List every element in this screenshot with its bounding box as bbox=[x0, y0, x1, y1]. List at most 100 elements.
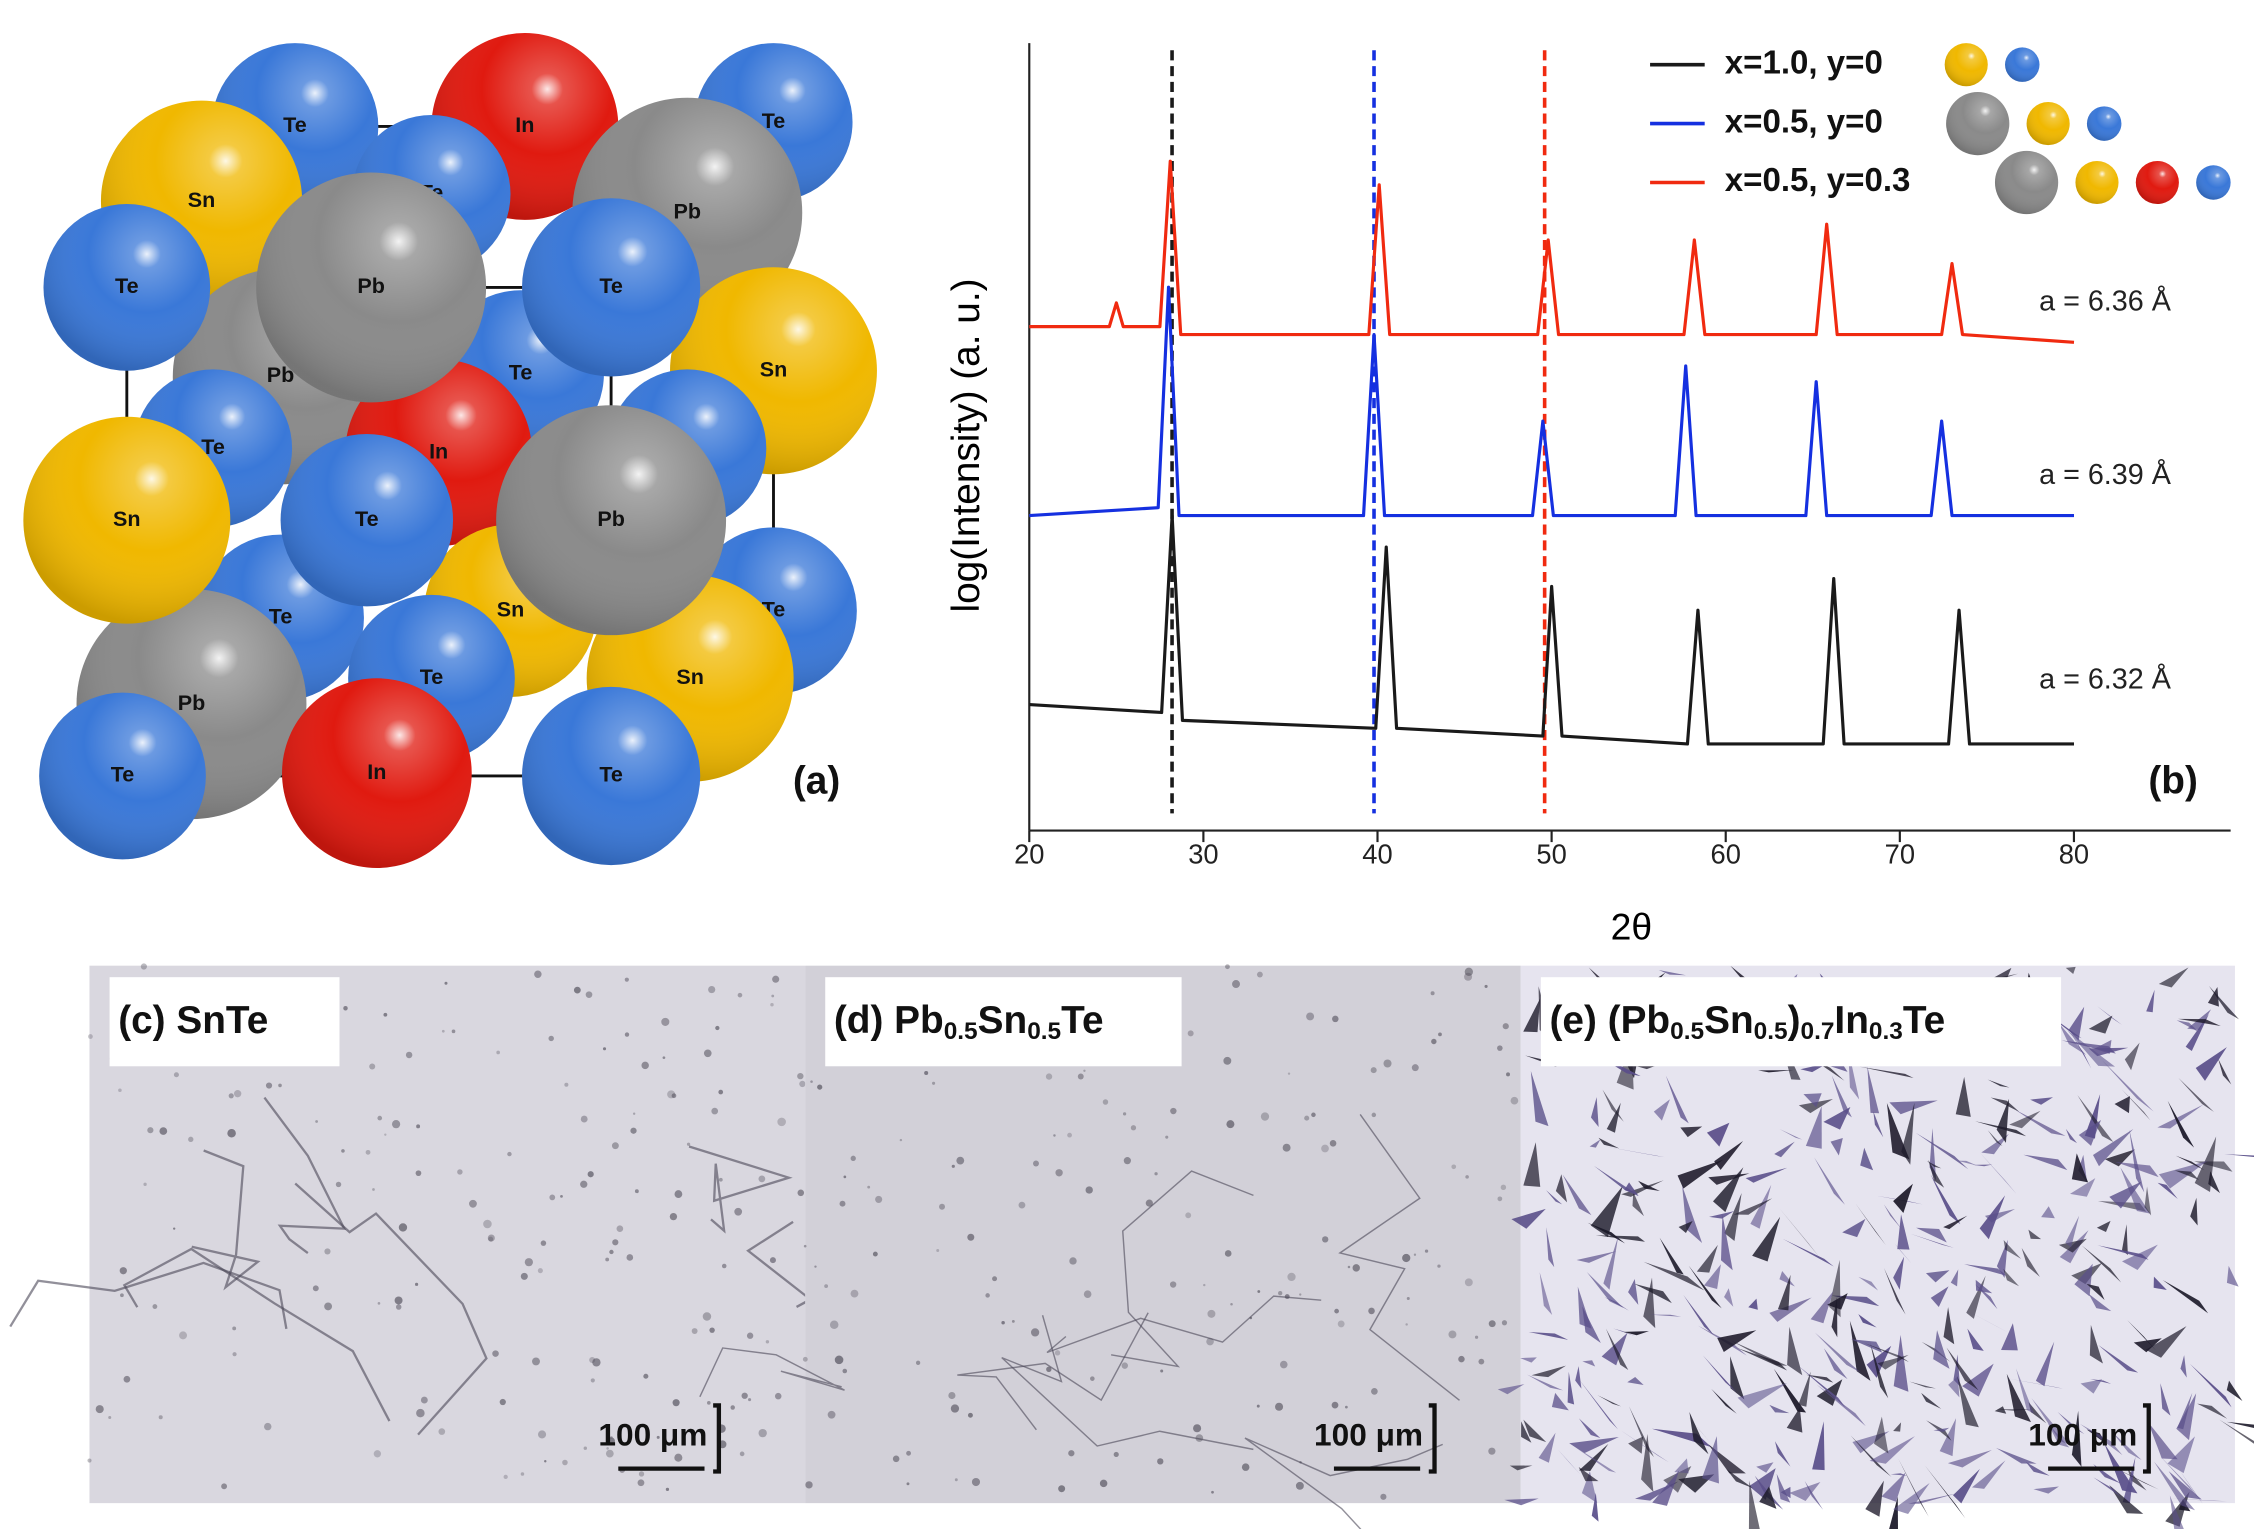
texture bbox=[954, 1478, 958, 1482]
texture bbox=[564, 1082, 569, 1087]
texture bbox=[573, 986, 581, 994]
texture bbox=[1975, 1121, 2027, 1137]
texture bbox=[2070, 1178, 2096, 1197]
texture bbox=[534, 970, 542, 978]
texture bbox=[671, 1093, 677, 1099]
lattice-annotation: a = 6.39 Å bbox=[2039, 458, 2172, 491]
texture bbox=[278, 1083, 282, 1088]
texture bbox=[1282, 1143, 1291, 1152]
texture bbox=[420, 1396, 428, 1404]
texture bbox=[2144, 1186, 2152, 1216]
texture bbox=[1823, 1106, 1851, 1130]
x-tick-label: 60 bbox=[1711, 839, 1741, 870]
texture bbox=[1769, 1297, 1812, 1322]
micrograph-label: (d) Pb0.5Sn0.5Te bbox=[834, 999, 1104, 1045]
texture bbox=[1782, 1238, 1834, 1267]
atom-label: In bbox=[429, 438, 448, 463]
texture bbox=[1500, 1184, 1507, 1191]
micrograph-label: (c) SnTe bbox=[118, 999, 268, 1042]
texture bbox=[2111, 1431, 2142, 1460]
texture bbox=[2080, 1379, 2103, 1394]
texture bbox=[703, 1049, 712, 1058]
texture bbox=[1709, 1211, 1735, 1219]
label-part: Sn bbox=[1704, 999, 1754, 1042]
texture bbox=[951, 1164, 955, 1168]
texture bbox=[641, 1061, 649, 1070]
legend-atom bbox=[2135, 160, 2179, 205]
texture bbox=[1776, 1473, 1791, 1503]
texture bbox=[1054, 1350, 1061, 1356]
texture bbox=[1787, 1326, 1803, 1376]
texture bbox=[383, 1012, 388, 1017]
label-part: (d) Pb bbox=[834, 999, 944, 1042]
texture bbox=[544, 1460, 547, 1463]
texture bbox=[805, 1481, 813, 1489]
texture bbox=[1211, 1490, 1214, 1494]
texture bbox=[1502, 1023, 1509, 1030]
texture bbox=[394, 1296, 403, 1305]
atom-shine bbox=[1946, 91, 2010, 156]
texture bbox=[662, 1056, 666, 1060]
texture bbox=[1383, 1059, 1392, 1068]
scale-bar-label: 100 μm bbox=[598, 1416, 707, 1452]
texture bbox=[1458, 1355, 1465, 1363]
texture bbox=[906, 1482, 910, 1486]
texture bbox=[537, 1268, 543, 1274]
texture bbox=[583, 1446, 587, 1450]
texture bbox=[1304, 1115, 1310, 1121]
texture bbox=[2159, 1455, 2198, 1498]
texture bbox=[548, 1035, 554, 1042]
texture bbox=[1370, 1067, 1377, 1074]
texture bbox=[1591, 1492, 1599, 1522]
texture bbox=[802, 1356, 808, 1362]
texture bbox=[483, 1219, 492, 1229]
label-part: 0.3 bbox=[1869, 1019, 1903, 1046]
texture bbox=[1165, 1135, 1169, 1139]
legend-label: x=1.0, y=0 bbox=[1725, 44, 1883, 81]
texture bbox=[1501, 1320, 1508, 1326]
texture bbox=[1511, 1208, 1546, 1229]
panel-label: (b) bbox=[2148, 759, 2198, 802]
texture bbox=[123, 1375, 131, 1383]
texture bbox=[1860, 1147, 1874, 1171]
texture bbox=[315, 1120, 318, 1123]
texture bbox=[843, 1175, 847, 1179]
texture bbox=[1321, 1144, 1329, 1153]
atom: Te bbox=[39, 692, 206, 860]
texture bbox=[1711, 1388, 1737, 1414]
atom: Sn bbox=[23, 416, 231, 624]
texture bbox=[1893, 1256, 1905, 1290]
texture bbox=[87, 1458, 92, 1463]
texture bbox=[746, 1332, 754, 1339]
texture bbox=[1752, 1216, 1781, 1262]
texture bbox=[737, 992, 743, 998]
micrograph: (c) SnTe 100 μm bbox=[9, 963, 875, 1504]
texture bbox=[1504, 1498, 1539, 1506]
texture bbox=[1437, 1264, 1441, 1268]
texture bbox=[2109, 1484, 2144, 1514]
texture bbox=[1576, 1251, 1617, 1263]
texture bbox=[899, 1138, 903, 1142]
y-axis-label: log(Intensity) (a. u.) bbox=[945, 278, 988, 612]
texture bbox=[108, 1415, 112, 1420]
atom-shine bbox=[256, 172, 487, 403]
texture bbox=[842, 1368, 848, 1374]
x-tick-label: 70 bbox=[1885, 839, 1915, 870]
texture bbox=[592, 1358, 601, 1367]
texture bbox=[233, 1090, 242, 1098]
scale-bar bbox=[1333, 1403, 1437, 1474]
texture bbox=[2122, 1244, 2158, 1271]
texture bbox=[661, 1017, 670, 1026]
texture bbox=[2068, 1006, 2085, 1041]
texture bbox=[520, 1272, 528, 1280]
texture bbox=[1069, 1257, 1077, 1265]
texture bbox=[797, 1072, 804, 1080]
texture bbox=[520, 1472, 525, 1476]
texture bbox=[872, 1251, 878, 1257]
texture bbox=[1724, 1288, 1734, 1307]
texture bbox=[1464, 967, 1474, 976]
texture bbox=[1979, 1195, 2006, 1240]
label-box bbox=[109, 977, 340, 1067]
texture bbox=[1730, 1356, 1745, 1400]
